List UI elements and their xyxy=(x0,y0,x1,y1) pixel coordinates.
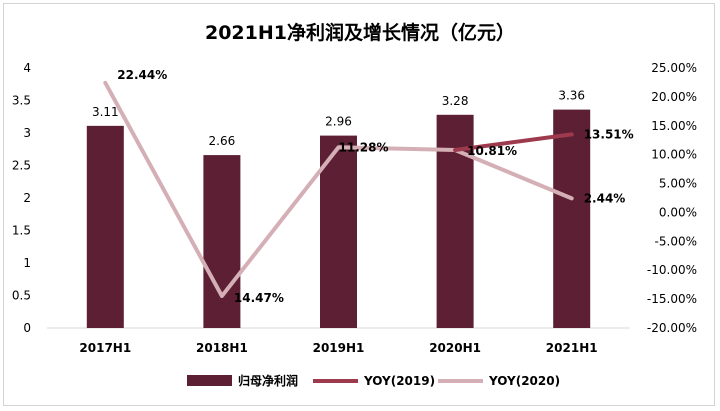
line-value-label: 10.81% xyxy=(467,144,517,158)
y-left-tick-label: 2.5 xyxy=(12,159,31,173)
y-right-tick-label: 5.00% xyxy=(659,177,697,191)
series-line xyxy=(453,132,574,152)
bar-value-label: 3.28 xyxy=(442,94,469,108)
bar-value-label: 2.96 xyxy=(325,115,352,129)
y-right-tick-label: 10.00% xyxy=(651,148,697,162)
y-right-tick-label: -15.00% xyxy=(647,292,697,306)
y-right-tick-label: 15.00% xyxy=(651,119,697,133)
y-left-tick-label: 1.5 xyxy=(12,224,31,238)
y-left-tick-label: 1 xyxy=(23,256,31,270)
line-value-label: 2.44% xyxy=(584,191,626,205)
chart-title: 2021H1净利润及增长情况（亿元） xyxy=(205,21,515,44)
y-right-tick-label: 20.00% xyxy=(651,90,697,104)
legend-label: YOY(2020) xyxy=(488,374,560,388)
y-right-tick-label: -20.00% xyxy=(647,321,697,335)
line-value-label: 14.47% xyxy=(234,291,284,305)
y-left-tick-label: 4 xyxy=(23,61,31,75)
y-left-tick-label: 3.5 xyxy=(12,94,31,108)
y-left-tick-label: 2 xyxy=(23,191,31,205)
bar xyxy=(320,135,357,328)
line-value-label: 13.51% xyxy=(584,127,634,141)
x-tick-label: 2021H1 xyxy=(546,341,598,355)
bar-value-label: 3.11 xyxy=(92,105,119,119)
y-left-tick-label: 0.5 xyxy=(12,289,31,303)
bar-value-label: 3.36 xyxy=(558,89,585,103)
bar-value-label: 2.66 xyxy=(209,134,236,148)
bar xyxy=(553,109,591,328)
legend-label: YOY(2019) xyxy=(363,374,435,388)
series-line xyxy=(103,80,574,299)
x-tick-label: 2020H1 xyxy=(429,341,481,355)
bar xyxy=(203,155,241,328)
y-left-tick-label: 0 xyxy=(23,321,31,335)
plot-area: 0 0.5 1 1.5 2 2.5 3 3.5 4 -20.00% -15.00% -10.00% -5… xyxy=(12,61,697,355)
legend-swatch-bar xyxy=(187,375,232,386)
x-tick-label: 2017H1 xyxy=(79,341,131,355)
x-tick-label: 2018H1 xyxy=(196,341,248,355)
bar xyxy=(86,125,124,328)
legend-label: 归母净利润 xyxy=(238,373,298,388)
line-value-label: 11.28% xyxy=(339,140,389,154)
x-tick-label: 2019H1 xyxy=(313,341,365,355)
legend: 归母净利润 YOY(2019) YOY(2020) xyxy=(187,373,560,388)
y-right-tick-label: -5.00% xyxy=(655,234,697,248)
y-left-tick-label: 3 xyxy=(23,126,31,140)
line-value-label: 22.44% xyxy=(117,68,167,82)
y-right-tick-label: -10.00% xyxy=(647,263,697,277)
y-right-tick-label: 25.00% xyxy=(651,61,697,75)
y-right-tick-label: 0.00% xyxy=(659,205,697,219)
